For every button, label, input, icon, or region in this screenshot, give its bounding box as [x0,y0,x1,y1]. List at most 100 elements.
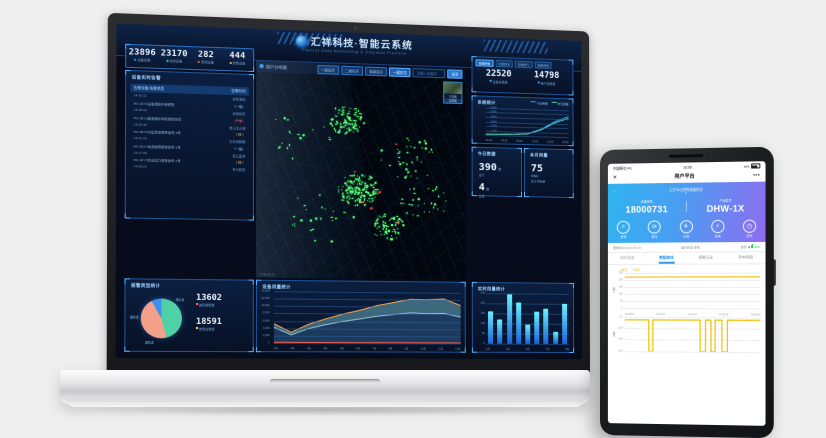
map-marker[interactable] [281,142,282,143]
map-marker[interactable] [354,114,355,115]
map-marker[interactable] [343,111,344,112]
map-marker[interactable] [398,153,399,154]
map-marker[interactable] [310,220,311,221]
map-marker[interactable] [293,216,294,217]
map-marker[interactable] [389,165,390,166]
map-marker[interactable] [408,171,409,172]
map-marker[interactable] [338,191,339,192]
map-marker[interactable] [409,204,410,205]
tab-electric[interactable]: 智能用电 [476,59,494,67]
map-marker[interactable] [351,127,352,128]
map-marker[interactable] [409,188,410,189]
action-close-switch[interactable]: ⚡合闸 [702,220,734,239]
map-marker[interactable] [346,197,347,198]
map-marker[interactable] [369,176,370,177]
action-timer[interactable]: ◷定时 [733,219,765,238]
map-marker[interactable] [358,188,359,189]
map-marker[interactable] [284,118,285,119]
map-marker[interactable] [349,129,350,130]
map-marker[interactable] [353,175,354,176]
map-marker[interactable] [349,118,350,119]
map-marker[interactable] [431,149,432,150]
map-marker[interactable] [381,150,382,151]
map-marker[interactable] [385,222,386,223]
map-marker[interactable] [353,127,354,128]
map-marker[interactable] [415,170,416,171]
map-marker[interactable] [349,197,350,198]
map-marker[interactable] [301,220,302,221]
map-marker[interactable] [425,143,426,144]
map-marker[interactable] [425,148,426,149]
map-marker[interactable] [348,113,349,114]
more-icon[interactable]: ••• [753,172,760,178]
map-marker[interactable] [405,177,406,178]
tab-gas[interactable]: 智能供气 [515,61,533,69]
map-marker[interactable] [353,216,354,217]
map-marker[interactable] [357,204,358,205]
bar[interactable] [497,319,502,343]
map-marker[interactable] [398,233,399,234]
bar[interactable] [544,309,549,344]
map-marker[interactable] [403,162,404,163]
map-marker[interactable] [410,175,411,176]
map-marker[interactable] [303,134,304,135]
map-marker[interactable] [352,131,353,132]
map-marker[interactable] [381,216,382,217]
tab-alarm-log[interactable]: 报警记录 [686,252,726,263]
map-marker[interactable] [288,144,289,145]
map-marker[interactable] [348,202,349,203]
bar[interactable] [507,294,512,343]
map-marker[interactable] [338,112,339,113]
map-marker[interactable] [372,198,373,199]
map-marker[interactable] [416,157,417,158]
map-marker[interactable] [298,134,299,135]
map-marker[interactable] [443,210,444,211]
map-marker[interactable] [383,234,384,235]
map-marker[interactable] [363,122,364,123]
map-marker[interactable] [351,188,352,189]
map-marker[interactable] [343,126,344,127]
map-marker[interactable] [382,224,383,225]
map-layer-switcher[interactable]: 卫星图 路网图 [443,81,462,104]
map-marker[interactable] [368,192,369,193]
bar[interactable] [525,325,530,344]
map-marker[interactable] [384,215,385,216]
action-reset[interactable]: ⟳复位 [639,220,670,239]
map-marker[interactable] [406,169,407,170]
map-marker[interactable] [386,233,387,234]
map-marker[interactable] [377,189,378,190]
map-canvas[interactable]: 卫星图 路网图 © 智能云平台 [256,72,466,280]
map-marker[interactable] [406,212,407,213]
map-marker[interactable] [385,231,386,232]
map-marker[interactable] [371,201,372,202]
map-marker[interactable] [330,123,331,124]
tab-usage-detail[interactable]: 用电明细 [726,252,766,263]
map-marker[interactable] [358,180,359,181]
map-marker[interactable] [344,212,345,213]
tab-water[interactable]: 智能供水 [495,60,513,68]
map-marker[interactable] [416,159,417,160]
map-marker[interactable] [391,217,392,218]
action-search[interactable]: ⌕查询 [608,221,639,239]
close-icon[interactable]: ✕ [613,175,617,181]
map-marker[interactable] [393,217,394,218]
map-marker[interactable] [305,209,306,210]
map-marker[interactable] [382,228,383,229]
map-marker[interactable] [388,230,389,231]
map-marker[interactable] [360,183,361,184]
map-marker[interactable] [403,225,404,226]
map-search-button[interactable]: 搜索 [448,69,463,79]
map-marker[interactable] [391,239,392,240]
map-marker[interactable] [394,231,395,232]
tab-realtime[interactable]: 实时状态 [608,253,647,264]
action-open-switch[interactable]: ⚘分闸 [670,220,702,239]
map-marker[interactable] [418,198,419,199]
bar[interactable] [488,311,493,343]
pie-chart[interactable] [141,298,182,338]
map-marker[interactable] [350,181,351,182]
map-marker[interactable] [354,200,355,201]
map-marker[interactable] [375,223,376,224]
map-marker[interactable] [340,123,341,124]
tab-curve[interactable]: 数据曲线 [647,253,686,264]
map-marker-alarm[interactable] [362,201,364,203]
